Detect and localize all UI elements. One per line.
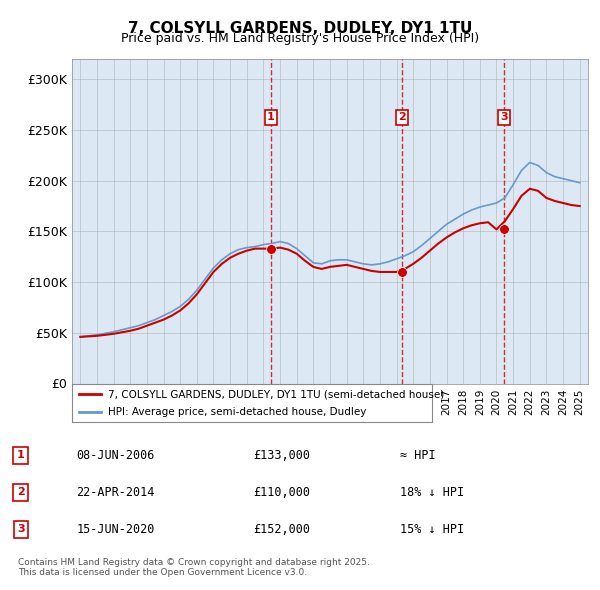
Text: ≈ HPI: ≈ HPI bbox=[400, 449, 436, 462]
Text: £152,000: £152,000 bbox=[253, 523, 310, 536]
Text: 22-APR-2014: 22-APR-2014 bbox=[77, 486, 155, 499]
Text: 3: 3 bbox=[17, 525, 25, 535]
Text: 15% ↓ HPI: 15% ↓ HPI bbox=[400, 523, 464, 536]
Text: 15-JUN-2020: 15-JUN-2020 bbox=[77, 523, 155, 536]
Text: HPI: Average price, semi-detached house, Dudley: HPI: Average price, semi-detached house,… bbox=[108, 407, 367, 417]
Text: £133,000: £133,000 bbox=[253, 449, 310, 462]
Text: Price paid vs. HM Land Registry's House Price Index (HPI): Price paid vs. HM Land Registry's House … bbox=[121, 32, 479, 45]
Text: 7, COLSYLL GARDENS, DUDLEY, DY1 1TU (semi-detached house): 7, COLSYLL GARDENS, DUDLEY, DY1 1TU (sem… bbox=[108, 389, 444, 399]
Text: 08-JUN-2006: 08-JUN-2006 bbox=[77, 449, 155, 462]
Text: 18% ↓ HPI: 18% ↓ HPI bbox=[400, 486, 464, 499]
Text: 1: 1 bbox=[267, 113, 275, 122]
Text: 2: 2 bbox=[17, 487, 25, 497]
Text: £110,000: £110,000 bbox=[253, 486, 310, 499]
Text: 1: 1 bbox=[17, 450, 25, 460]
Text: 2: 2 bbox=[398, 113, 406, 122]
Text: 3: 3 bbox=[500, 113, 508, 122]
Text: 7, COLSYLL GARDENS, DUDLEY, DY1 1TU: 7, COLSYLL GARDENS, DUDLEY, DY1 1TU bbox=[128, 21, 472, 35]
Text: Contains HM Land Registry data © Crown copyright and database right 2025.
This d: Contains HM Land Registry data © Crown c… bbox=[18, 558, 370, 577]
